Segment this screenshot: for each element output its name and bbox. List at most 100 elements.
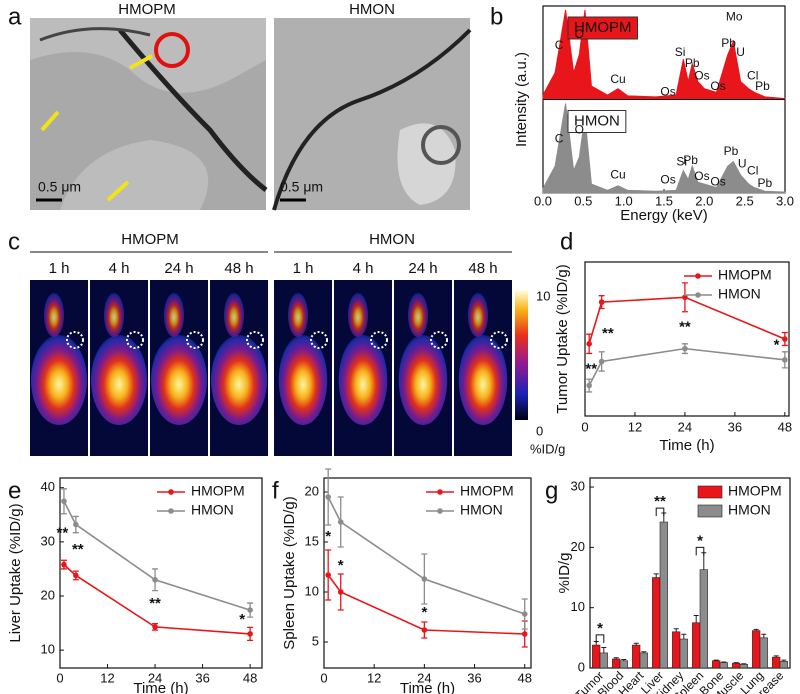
error-bar bbox=[741, 663, 747, 665]
peak-label: C bbox=[555, 131, 564, 145]
x-tick-label: 2.0 bbox=[695, 193, 713, 208]
legend-label: HMOPM bbox=[728, 483, 782, 499]
legend-marker bbox=[437, 508, 443, 514]
marker bbox=[61, 498, 67, 505]
significance: ** bbox=[679, 319, 691, 336]
peak-label: Si bbox=[676, 155, 687, 169]
legend-swatch bbox=[697, 485, 723, 499]
bar bbox=[752, 630, 761, 669]
y-tick-label: 30 bbox=[571, 478, 585, 493]
tumor-marker bbox=[490, 331, 508, 349]
group-title: HMON bbox=[369, 231, 415, 248]
spectrum bbox=[542, 9, 786, 100]
marker bbox=[337, 519, 344, 525]
tem-images bbox=[30, 18, 472, 211]
pet-head bbox=[44, 293, 64, 337]
y-tick-label: 10 bbox=[571, 599, 585, 614]
peak-label: Pb bbox=[721, 36, 736, 50]
peak-label: O bbox=[575, 123, 584, 137]
significance: ** bbox=[654, 493, 666, 510]
peak-label: Os bbox=[694, 169, 709, 183]
bar bbox=[712, 660, 721, 669]
marker bbox=[682, 294, 688, 301]
peak-label: Os bbox=[710, 174, 725, 188]
peak-label: U bbox=[736, 45, 745, 59]
tumor-marker bbox=[186, 331, 204, 349]
tem-membrane bbox=[272, 28, 472, 211]
y-tick-label: 10 bbox=[305, 583, 319, 598]
x-tick-label: 3.0 bbox=[776, 193, 794, 208]
error-bar bbox=[673, 628, 679, 632]
error-bar bbox=[681, 633, 687, 640]
marker bbox=[325, 572, 331, 578]
image-title: HMON bbox=[349, 1, 395, 18]
x-tick-label: 24 bbox=[148, 670, 162, 685]
x-tick-label: 0 bbox=[56, 670, 63, 685]
marker bbox=[782, 357, 788, 363]
error-bar bbox=[721, 661, 727, 663]
tem-membrane bbox=[39, 27, 151, 42]
y-tick-label: 40 bbox=[41, 479, 55, 494]
marker bbox=[61, 561, 67, 568]
x-tick-label: 0.0 bbox=[534, 193, 552, 208]
significance: ** bbox=[585, 360, 597, 377]
pet-body bbox=[278, 335, 328, 425]
tem-texture bbox=[30, 52, 266, 210]
bar bbox=[699, 569, 708, 669]
y-tick-label: 5 bbox=[312, 633, 319, 648]
x-tick-label: 1.5 bbox=[655, 193, 673, 208]
legend-box bbox=[567, 16, 638, 40]
panel-label: e bbox=[8, 477, 21, 504]
error-bar bbox=[753, 628, 759, 631]
pet-head bbox=[468, 293, 488, 337]
bar bbox=[759, 637, 768, 669]
scale-bar-label: 0.5 μm bbox=[280, 179, 323, 195]
group-title: HMOPM bbox=[121, 231, 179, 248]
legend-label: HMOPM bbox=[460, 483, 514, 499]
series-line bbox=[327, 574, 525, 635]
pet-head bbox=[408, 293, 428, 337]
peak-label: Os bbox=[660, 85, 675, 99]
significance: * bbox=[421, 604, 427, 621]
x-tick-label: 36 bbox=[728, 419, 742, 434]
colorbar-label: 10 bbox=[536, 288, 550, 303]
scale-bar-label: 0.5 μm bbox=[38, 179, 81, 195]
y-tick-label: 20 bbox=[305, 483, 319, 498]
legend-marker bbox=[437, 489, 443, 495]
x-axis-label: Time (h) bbox=[659, 437, 714, 454]
time-label: 1 h bbox=[49, 260, 70, 277]
legend-label: HMOPM bbox=[718, 267, 772, 283]
series-line bbox=[327, 496, 525, 615]
pet-body bbox=[91, 335, 147, 425]
time-label: 24 h bbox=[408, 260, 437, 277]
significance: ** bbox=[602, 325, 614, 342]
bar bbox=[599, 652, 608, 669]
time-label: 1 h bbox=[293, 260, 314, 277]
legend-swatch bbox=[697, 504, 723, 518]
panel-label: b bbox=[490, 3, 503, 30]
colorbar-label: 0 bbox=[536, 423, 543, 438]
marker bbox=[421, 576, 428, 582]
image-title: HMOPM bbox=[118, 1, 176, 18]
significance-bracket bbox=[695, 546, 705, 556]
peak-label: Os bbox=[694, 68, 709, 82]
legend-label: HMON bbox=[460, 502, 503, 518]
error-bar bbox=[773, 655, 779, 658]
x-tick-label: 12 bbox=[367, 670, 381, 685]
y-tick-label: 15 bbox=[305, 533, 319, 548]
marker bbox=[521, 611, 528, 617]
x-tick-label: 0 bbox=[320, 670, 327, 685]
legend-marker bbox=[168, 489, 174, 495]
y-tick-label: 10 bbox=[41, 642, 55, 657]
colorbar-unit: %ID/g bbox=[530, 441, 565, 456]
marker bbox=[782, 336, 788, 342]
marker bbox=[421, 627, 428, 633]
time-label: 4 h bbox=[109, 260, 130, 277]
significance-bracket bbox=[655, 507, 665, 517]
spectrum bbox=[542, 103, 786, 194]
plot-frame bbox=[323, 477, 532, 669]
peak-label: Cu bbox=[610, 167, 625, 181]
y-tick-label: 0 bbox=[578, 659, 585, 674]
x-tick-label: 24 bbox=[678, 419, 692, 434]
x-tick-label: 2.5 bbox=[736, 193, 754, 208]
